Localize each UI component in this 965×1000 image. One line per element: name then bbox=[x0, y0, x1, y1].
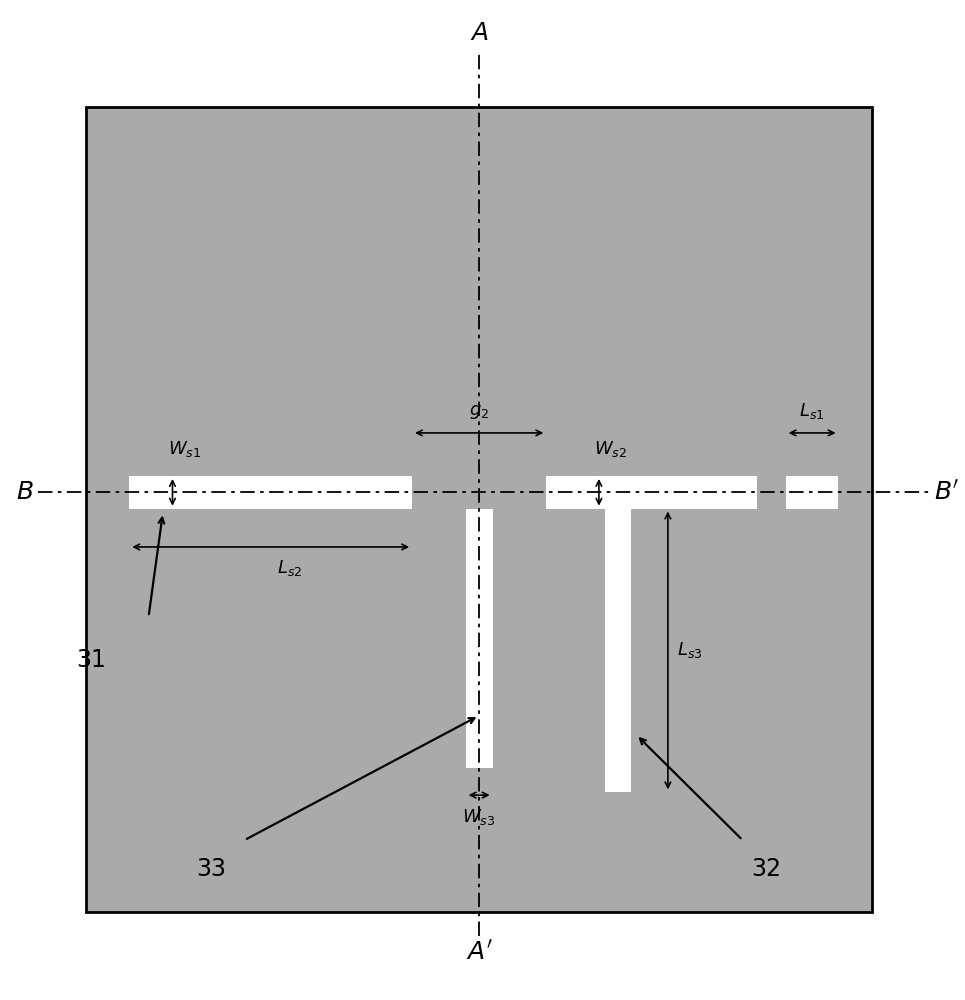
Text: 31: 31 bbox=[76, 648, 106, 672]
Text: $L_{s1}$: $L_{s1}$ bbox=[799, 401, 825, 421]
Text: $W_{s1}$: $W_{s1}$ bbox=[168, 439, 201, 459]
Bar bbox=[86, 107, 872, 912]
Text: 33: 33 bbox=[196, 857, 226, 881]
Text: $L_{s3}$: $L_{s3}$ bbox=[677, 640, 703, 660]
Bar bbox=[466, 509, 492, 768]
Text: $W_{s2}$: $W_{s2}$ bbox=[594, 439, 627, 459]
Bar bbox=[786, 476, 839, 509]
Bar bbox=[546, 476, 757, 509]
Text: $B$: $B$ bbox=[15, 480, 34, 504]
Text: $B'$: $B'$ bbox=[934, 480, 960, 504]
Text: $W_{s3}$: $W_{s3}$ bbox=[462, 807, 496, 827]
Text: 32: 32 bbox=[752, 857, 782, 881]
Text: $g_2$: $g_2$ bbox=[469, 403, 489, 421]
Bar bbox=[129, 476, 412, 509]
Text: $A'$: $A'$ bbox=[466, 941, 492, 965]
Text: $A$: $A$ bbox=[470, 21, 488, 45]
Text: $L_{s2}$: $L_{s2}$ bbox=[277, 558, 303, 578]
Bar bbox=[605, 509, 631, 792]
